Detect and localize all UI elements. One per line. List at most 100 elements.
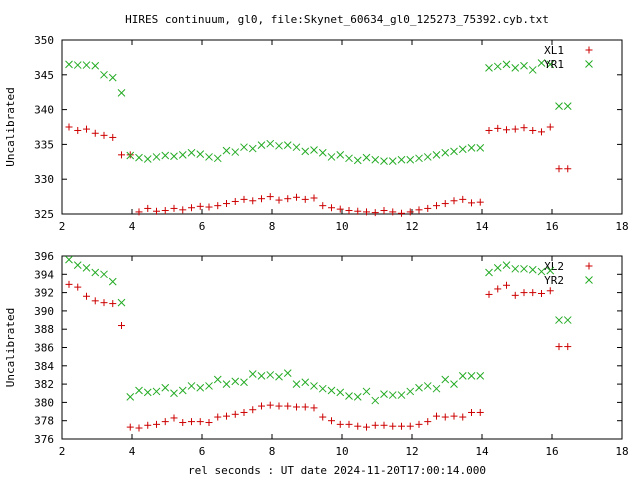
data-point	[266, 371, 275, 379]
data-point	[100, 70, 108, 79]
x-tick-label: 8	[269, 220, 276, 233]
data-point	[231, 148, 240, 156]
y-tick-label: 394	[34, 268, 54, 281]
data-point	[493, 62, 502, 71]
data-point	[345, 420, 353, 428]
data-point	[371, 155, 380, 164]
data-point	[415, 154, 423, 163]
data-point	[179, 419, 187, 427]
data-point	[503, 281, 510, 289]
data-point	[520, 124, 528, 132]
data-point	[328, 417, 335, 425]
data-point	[284, 402, 292, 410]
data-point	[555, 316, 563, 324]
data-point	[73, 261, 82, 270]
data-point	[100, 299, 108, 307]
data-point	[476, 144, 485, 152]
data-point	[537, 59, 546, 67]
data-point	[292, 143, 301, 152]
data-point	[196, 418, 204, 426]
data-point	[73, 61, 82, 69]
data-point	[91, 129, 99, 137]
y-tick-label: 384	[34, 360, 54, 373]
legend-label: XL1	[544, 44, 564, 57]
data-point	[74, 283, 82, 291]
x-tick-label: 12	[405, 445, 418, 458]
data-point	[135, 424, 143, 432]
data-point	[187, 382, 196, 390]
data-point	[214, 413, 222, 421]
data-point	[398, 422, 405, 430]
data-point	[91, 268, 100, 277]
data-point	[223, 412, 230, 420]
data-point	[423, 382, 432, 390]
data-point	[467, 144, 476, 152]
data-point	[529, 126, 537, 134]
data-point	[520, 61, 528, 70]
data-point	[213, 375, 222, 384]
data-point	[223, 200, 230, 208]
x-tick-label: 6	[199, 220, 206, 233]
data-point	[528, 265, 537, 274]
data-point	[336, 420, 344, 428]
data-point	[301, 403, 309, 411]
data-point	[231, 197, 239, 205]
data-point	[108, 73, 117, 82]
data-point	[170, 204, 178, 212]
data-point	[231, 410, 239, 418]
data-point	[118, 151, 125, 159]
data-point	[538, 128, 545, 136]
data-point	[345, 154, 353, 163]
data-point	[283, 369, 292, 377]
data-point	[240, 408, 248, 416]
data-point	[258, 402, 265, 410]
chart-title: HIRES continuum, gl0, file:Skynet_60634_…	[125, 13, 549, 26]
data-point	[109, 133, 117, 141]
data-point	[152, 387, 161, 396]
y-tick-label: 376	[34, 433, 54, 446]
data-point	[257, 372, 266, 380]
data-point	[406, 208, 414, 216]
data-point	[283, 141, 292, 149]
data-point	[511, 264, 520, 273]
data-point	[494, 285, 502, 293]
series-xl1	[65, 123, 572, 217]
legend-label: YR1	[544, 58, 564, 71]
data-point	[458, 145, 467, 154]
data-point	[397, 155, 406, 164]
data-point	[161, 418, 169, 426]
y-tick-label: 392	[34, 287, 54, 300]
data-point	[240, 143, 248, 152]
data-point	[205, 203, 213, 211]
data-point	[363, 208, 370, 216]
data-point	[363, 423, 370, 431]
series-yr1	[65, 59, 572, 165]
data-point	[301, 378, 310, 387]
data-point	[161, 151, 170, 160]
data-point	[538, 290, 545, 298]
data-point	[83, 125, 90, 133]
data-point	[459, 413, 467, 421]
data-point	[424, 204, 432, 212]
legend-label: YR2	[544, 274, 564, 287]
data-point	[389, 422, 397, 430]
data-point	[222, 146, 231, 155]
data-point	[205, 153, 213, 161]
data-point	[205, 419, 213, 427]
data-point	[196, 383, 205, 392]
y-tick-label: 340	[34, 104, 54, 117]
data-point	[546, 123, 554, 131]
data-point	[248, 370, 257, 378]
data-point	[468, 199, 475, 207]
data-point	[555, 102, 563, 110]
data-point	[528, 66, 537, 74]
x-tick-label: 16	[545, 445, 558, 458]
data-point	[240, 378, 248, 387]
y-tick-label: 345	[34, 69, 54, 82]
data-point	[126, 393, 135, 401]
top-plot-panel: 2 4 6 8 10 12 14 16 18 325 330 335 340 345 350 Uncalibr…	[4, 34, 629, 233]
data-point	[301, 195, 309, 203]
data-point	[380, 157, 388, 165]
data-point	[126, 423, 134, 431]
data-point	[266, 401, 274, 409]
